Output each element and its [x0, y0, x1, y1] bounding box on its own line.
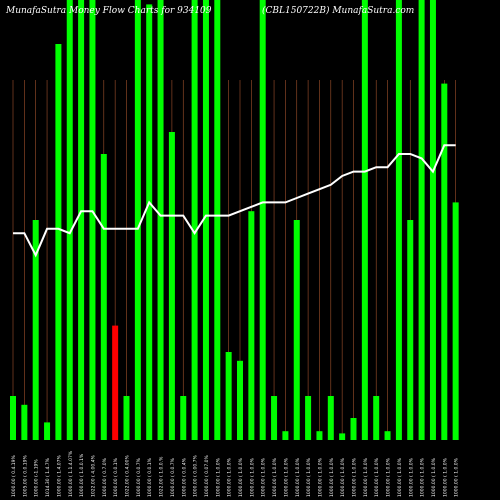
bar — [452, 202, 459, 440]
x-tick-label: 1005.00 ( 0.0.19% — [22, 454, 28, 497]
bar — [89, 0, 96, 440]
x-tick-label: 1000.00 ( 1.0.0% — [215, 457, 221, 497]
x-tick-label: 1000.00 ( 0.0.7% — [136, 457, 142, 497]
x-tick-label: 1000.00 ( 1.0.0% — [431, 457, 437, 497]
header-right-title: (CBL150722B) MunafaSutra.com — [262, 6, 415, 16]
x-axis-labels: 1000.00 ( 0.4.19% 1005.00 ( 0.0.19% 1000.0… — [11, 450, 460, 497]
bar — [168, 132, 175, 440]
x-tick-label: 1000.00 ( 1.0.0% — [374, 457, 380, 497]
bar — [123, 396, 130, 440]
x-tick-label: 1000.00 ( 1.0.0% — [283, 457, 289, 497]
x-tick-label: 1000.00 ( 0.07.0% — [204, 454, 210, 497]
x-tick-label: 1000.00 ( 0.0.4% — [181, 457, 187, 497]
bar — [134, 0, 141, 440]
x-tick-label: 1000.00 ( 1.0.0% — [329, 457, 335, 497]
bar — [259, 0, 266, 440]
bar — [44, 422, 51, 440]
x-tick-label: 1000.00 ( 1.0.0% — [454, 457, 460, 497]
bar — [180, 396, 187, 440]
x-tick-label: 1000.00 ( 1.0.0% — [261, 457, 267, 497]
bar — [157, 0, 164, 440]
bar — [305, 396, 312, 440]
x-tick-label: 1014.30 ( 1.4.7% — [45, 457, 51, 497]
bar — [327, 396, 334, 440]
x-tick-label: 1022.00 ( 1.0.0.% — [159, 456, 165, 497]
x-tick-label: 1000.00 ( 1.0.0% — [317, 457, 323, 497]
x-tick-label: 1000.00 ( 1.0.0% — [295, 457, 301, 497]
x-tick-label: 1000.00 ( 0.7.0% — [102, 457, 108, 497]
bar — [248, 211, 255, 440]
x-tick-label: 1000.00 ( 0.0.1% — [113, 457, 119, 497]
bar — [100, 154, 107, 440]
x-tick-label: 1000.00 ( 0.0.7% — [170, 457, 176, 497]
bar — [429, 0, 436, 440]
bar — [395, 0, 402, 440]
bar — [225, 352, 232, 440]
bar — [32, 220, 39, 440]
bar — [293, 220, 300, 440]
money-flow-line — [13, 144, 456, 258]
x-tick-label: 1000.00 (-1.19% — [34, 459, 40, 497]
bar — [214, 0, 221, 440]
bar — [55, 44, 62, 440]
x-tick-label: 1000.00 ( 0.0.1% — [147, 457, 153, 497]
x-tick-label: 1000.00 ( 1.0.0% — [238, 457, 244, 497]
bar — [282, 431, 289, 440]
bar — [21, 404, 28, 440]
x-tick-label: 1000.00 ( 1.0.0% — [442, 457, 448, 497]
bar — [146, 4, 153, 441]
bar — [441, 83, 448, 440]
x-tick-label: 1000.00 ( 0.4.19% — [11, 454, 17, 497]
x-tick-label: 1022.00 ( 0.4.00% — [125, 454, 131, 497]
bar — [361, 0, 368, 440]
bar — [202, 0, 209, 440]
x-tick-label: 1000.00 ( 1.0.0% — [306, 457, 312, 497]
bar — [316, 431, 323, 440]
x-tick-label: 1000.00 ( 1.0.0% — [386, 457, 392, 497]
bar — [339, 433, 346, 440]
bar — [373, 396, 380, 440]
x-tick-label: 1000.00 ( 1.4.07% — [56, 454, 62, 497]
bar — [66, 0, 73, 440]
x-tick-label: 1000.00 ( 1.0.0% — [340, 457, 346, 497]
bar — [271, 396, 278, 440]
bar — [384, 431, 391, 440]
bar — [191, 0, 198, 440]
x-tick-label: 1000.00 ( 1.0.0% — [420, 457, 426, 497]
bar — [237, 360, 243, 440]
x-tick-label: 1000.00 ( 1.0.0% — [408, 457, 414, 497]
x-tick-label: 1000.00 ( 1.0.0% — [272, 457, 278, 497]
x-tick-label: 1000.00 ( 1.0.0% — [249, 457, 255, 497]
bar — [112, 325, 119, 440]
bars — [10, 0, 459, 441]
bar — [350, 418, 357, 440]
x-tick-label: 1000.00 ( 1.0.0% — [363, 457, 369, 497]
x-tick-label: 1000.00 ( 1.0.0% — [227, 457, 233, 497]
bar — [407, 220, 414, 440]
bar — [418, 0, 425, 440]
x-tick-label: 1000.00 ( 1.0.0% — [397, 457, 403, 497]
x-tick-label: 1000.00 ( 1.0.0.1% — [79, 453, 85, 497]
x-tick-label: 1000.00 ( 1.1.4.07% — [68, 450, 74, 497]
bar — [10, 396, 16, 440]
x-tick-label: 1000.00 ( 0.00.7% — [193, 454, 199, 497]
x-tick-label: 1000.00 ( 1.0.0% — [352, 457, 358, 497]
bar — [78, 0, 85, 440]
x-tick-label: 1022.00 ( 4.00.4% — [90, 454, 96, 497]
header-left-title: MunafaSutra Money Flow Charts for 934109 — [6, 6, 212, 16]
